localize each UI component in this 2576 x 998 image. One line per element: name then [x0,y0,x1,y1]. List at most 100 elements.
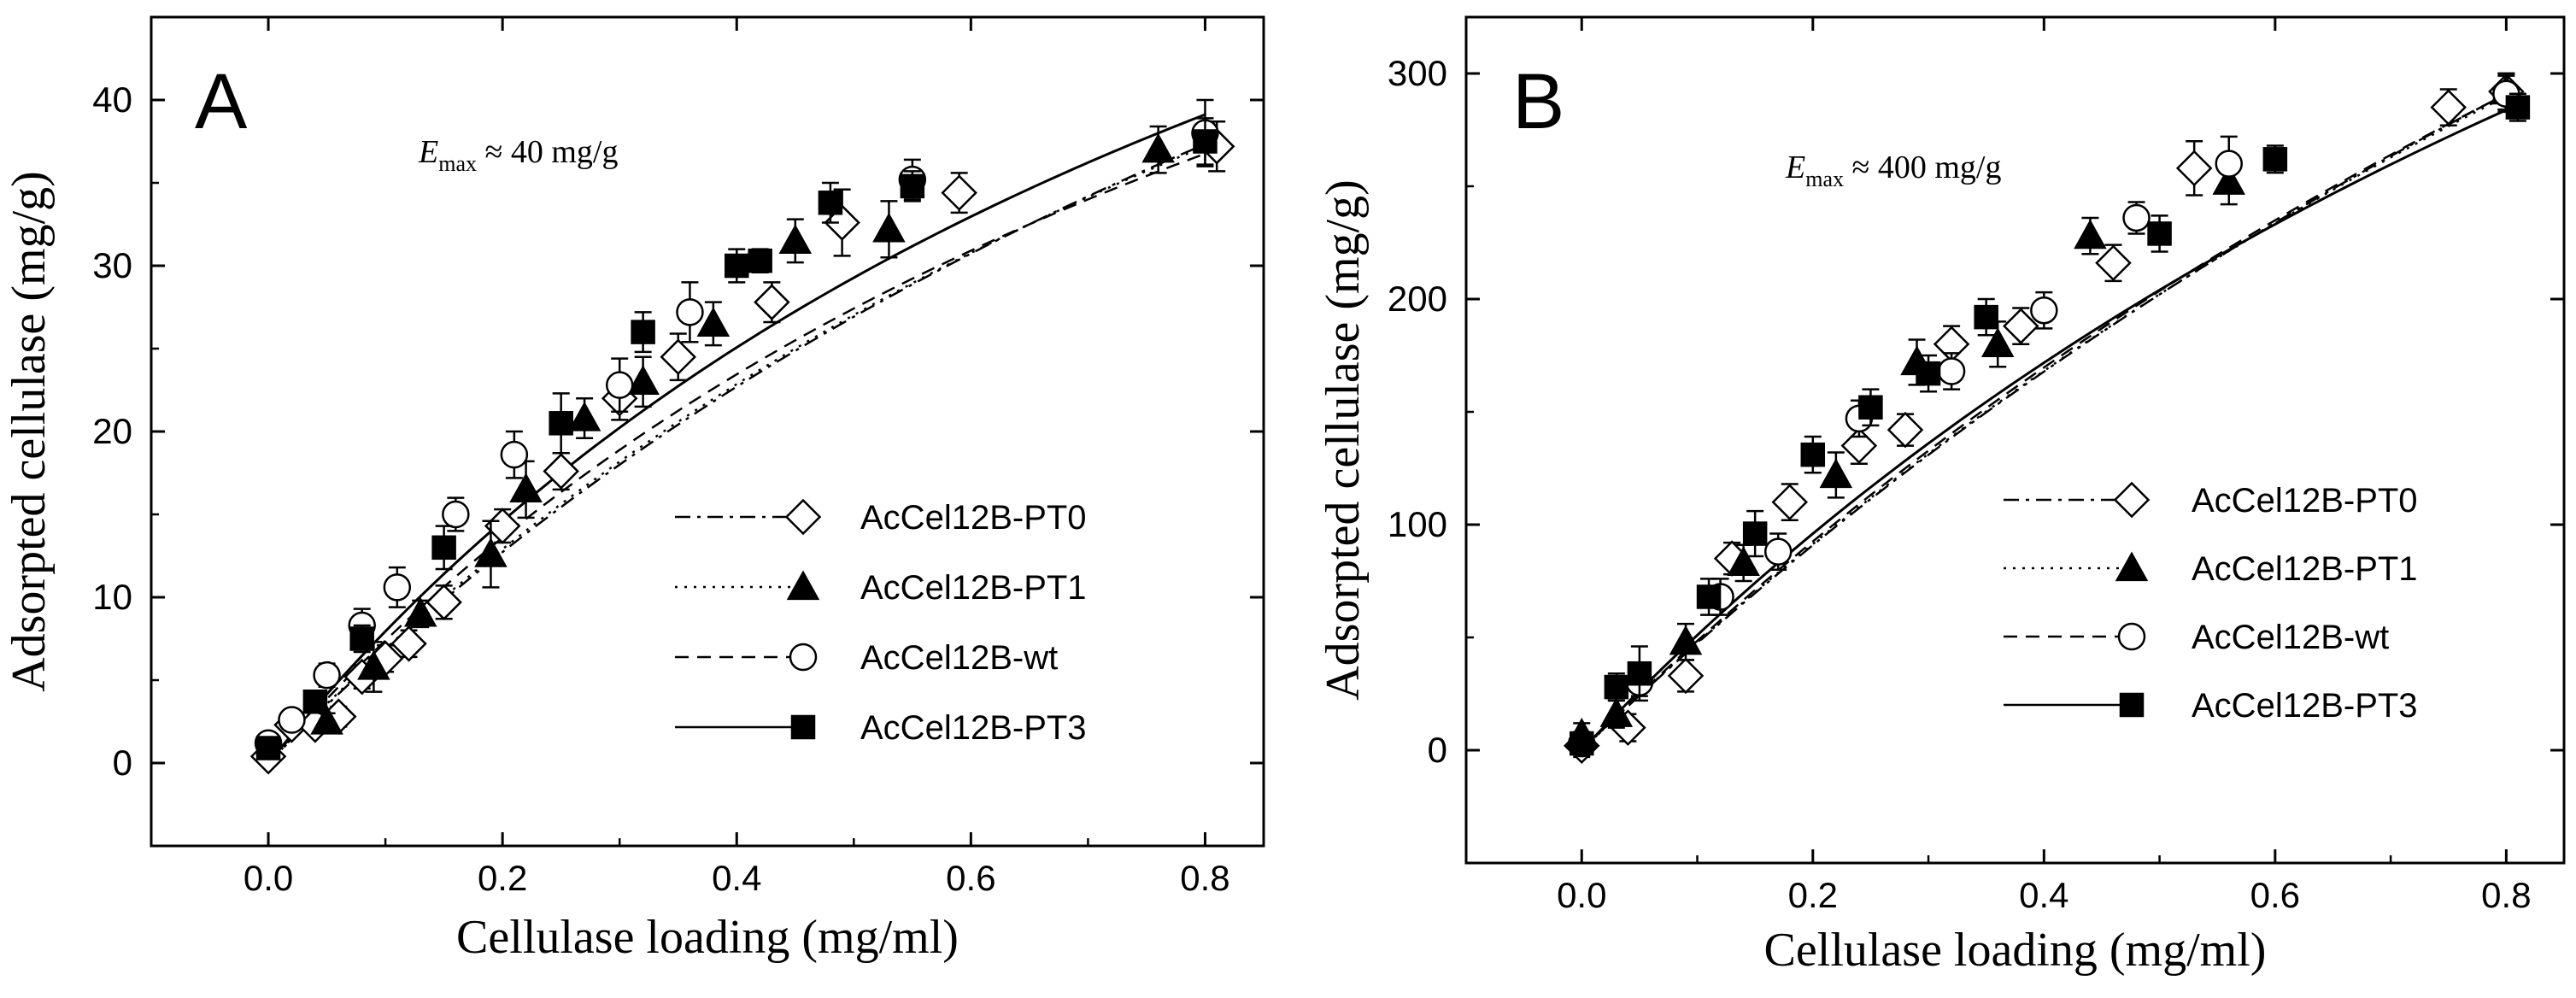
legend-marker-accel12b-pt0 [2113,481,2151,519]
data-point [1604,674,1629,700]
data-point [1819,458,1853,489]
emax-symbol: E [1785,150,1805,185]
data-point [1937,357,1966,385]
panel-b: 0.0 0.2 0.4 0.6 0.8 0 100 200 300 Cellulase loadi… [1317,15,2566,977]
data-point [900,173,925,199]
data-point [2430,89,2467,126]
y-tick-label: 0 [113,743,132,783]
data-point [631,320,655,344]
data-point [2030,296,2058,325]
data-point [474,537,508,567]
x-tick-label: 0.4 [2019,875,2068,915]
x-tick-label: 0.6 [2250,875,2300,915]
data-point [500,440,529,469]
data-point [2505,95,2531,120]
data-point [1141,132,1175,163]
data-point [1916,361,1941,386]
legend-marker-accel12b-pt1 [2115,551,2149,582]
data-point [390,625,427,662]
data-point [626,365,660,395]
x-axis-title: Cellulase loading (mg/ml) [456,911,959,964]
legend: AcCel12B-PT0 AcCel12B-PT1 AcCel12B-wt AcCel… [2004,481,2418,725]
data-point [1727,546,1760,577]
legend-label: AcCel12B-PT1 [2192,550,2418,588]
data-point [1599,697,1634,727]
data-point [1771,484,1809,520]
data-point [313,660,341,690]
data-point [349,626,374,651]
data-point [1980,327,2015,357]
legend-label: AcCel12B-PT3 [2192,687,2418,725]
data-point [302,689,328,714]
x-tick-label: 0.0 [1557,875,1606,915]
data-point [431,535,456,561]
x-axis-title: Cellulase loading (mg/ml) [1764,924,2267,977]
fit-line-accel12b-pt3 [267,113,1206,764]
emax-annotation: Emax ≈ 400 mg/g [1785,150,2001,191]
data-point [549,411,573,436]
data-point [748,248,772,273]
fit-line-accel12b-pt3 [1581,109,2507,752]
data-point [941,174,977,211]
data-point [1742,521,1768,546]
data-point [778,224,813,255]
data-point [1887,411,1924,449]
x-tick-label: 0.8 [1180,858,1229,898]
data-point [1696,584,1722,609]
y-tick-label: 20 [92,411,132,451]
emax-symbol: E [418,134,438,170]
data-point [403,596,437,627]
series-accel12b-pt1 [310,125,1175,735]
emax-annotation: Emax ≈ 40 mg/g [418,134,618,176]
legend-marker-accel12b-pt3 [2119,692,2145,718]
y-axis-title: Adsorpted cellulase (mg/g) [1317,179,1370,701]
x-tick-label: 0.6 [946,858,995,898]
legend-marker-accel12b-wt [2117,622,2146,651]
fit-line-accel12b-pt1 [1581,95,2507,751]
x-tick-label: 0.0 [244,858,293,898]
legend-label: AcCel12B-PT1 [860,569,1087,607]
data-point [872,212,906,243]
data-point [1974,304,1998,330]
data-point [1627,660,1652,686]
legend-label: AcCel12B-PT3 [860,709,1087,747]
legend-label: AcCel12B-wt [2192,619,2389,656]
legend: AcCel12B-PT0 AcCel12B-PT1 AcCel12B-wt AcCel… [675,498,1087,747]
y-tick-label: 100 [1388,504,1447,544]
data-point [357,649,390,680]
legend-marker-accel12b-wt [789,643,818,672]
x-tick-label: 0.2 [478,858,527,898]
legend-label: AcCel12B-PT0 [2192,482,2418,520]
data-point [425,584,462,621]
y-tick-label: 40 [92,79,132,120]
panel-letter: A [195,58,248,145]
legend-marker-accel12b-pt0 [784,498,822,536]
data-point [1193,129,1218,154]
data-point [2074,219,2107,250]
data-point [818,191,843,215]
data-point [509,473,543,503]
panel-letter: B [1512,58,1564,145]
emax-subscript: max [438,151,477,176]
y-tick-label: 300 [1388,53,1447,93]
emax-value: ≈ 40 mg/g [477,134,618,170]
data-point [725,253,749,279]
data-point [754,284,790,320]
emax-value: ≈ 400 mg/g [1844,150,2001,185]
data-point [676,298,704,326]
y-tick-label: 30 [92,245,132,285]
legend-label: AcCel12B-PT0 [860,499,1087,537]
data-point [2002,308,2039,344]
legend-marker-accel12b-pt1 [786,570,820,601]
x-tick-label: 0.2 [1788,875,1838,915]
data-point [1763,537,1793,566]
x-tick-label: 0.8 [2481,875,2531,915]
data-point [543,453,579,490]
data-point [605,371,634,399]
data-point [696,307,731,338]
data-point [383,573,412,602]
data-point [1858,395,1883,420]
data-point [2122,203,2151,232]
